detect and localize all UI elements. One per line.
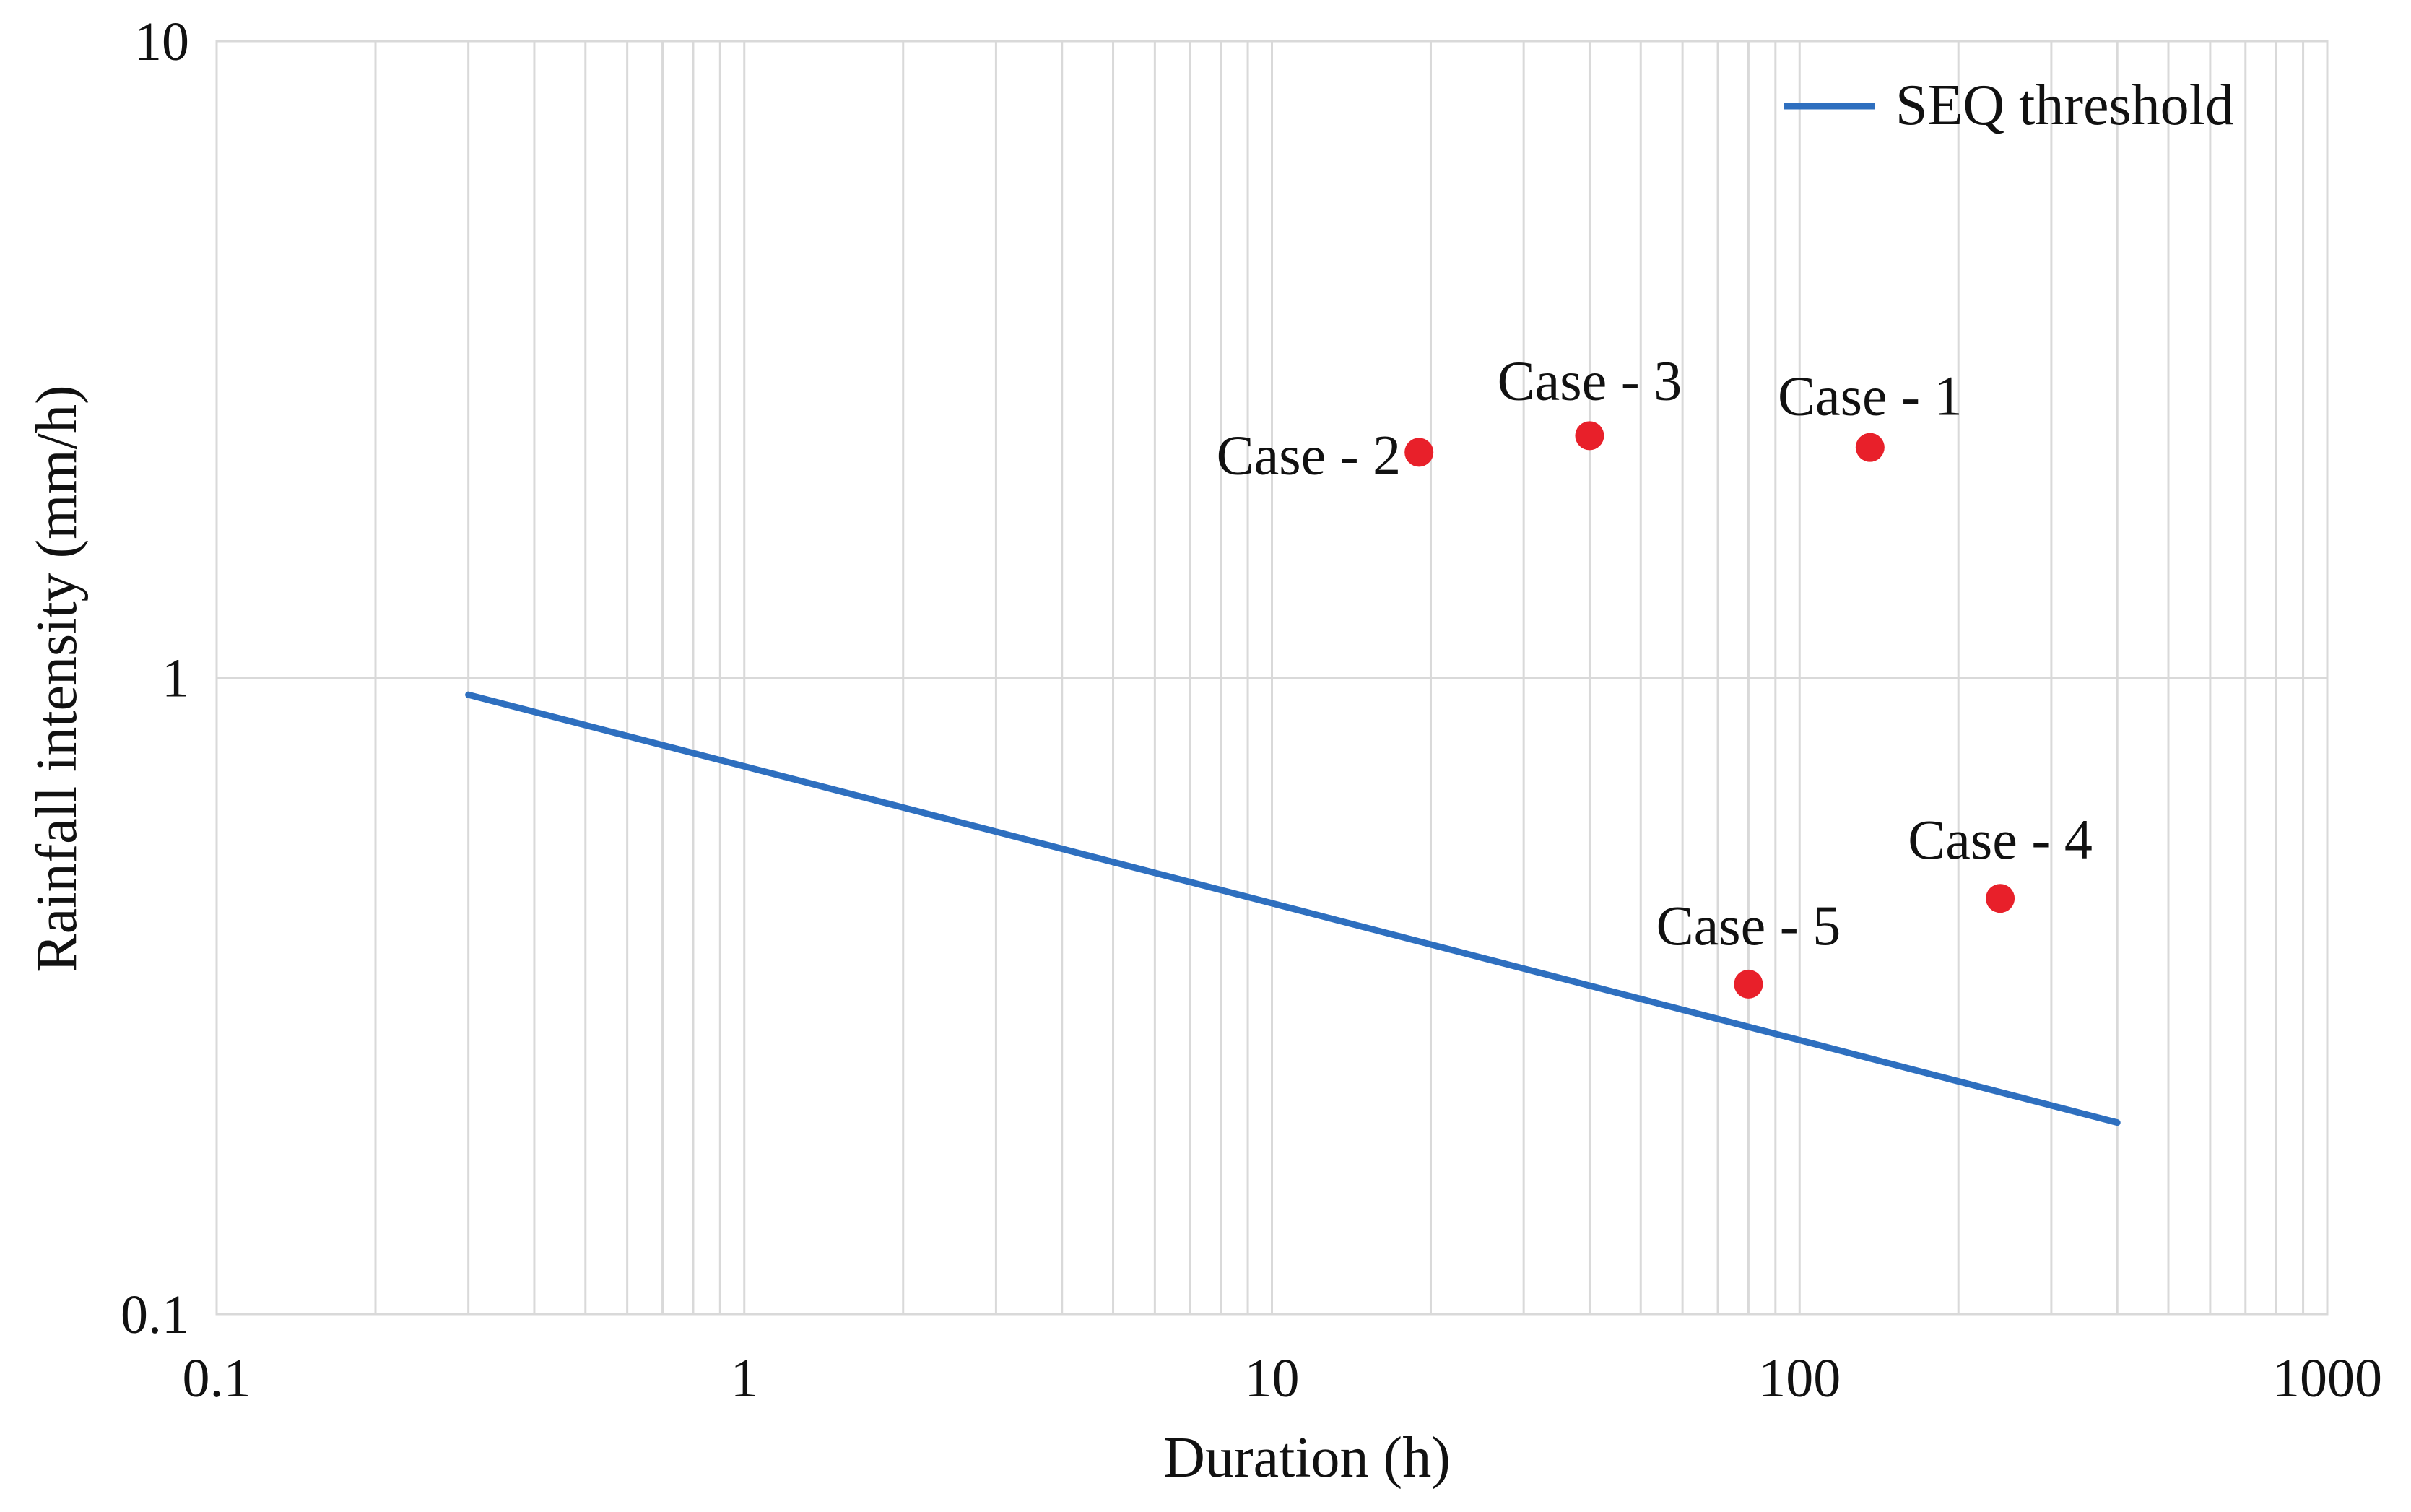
- label-case-5: Case - 5: [1656, 894, 1841, 957]
- legend: SEQ threshold: [1784, 74, 2234, 137]
- point-case-3: [1575, 421, 1604, 451]
- legend-label-seq-threshold: SEQ threshold: [1895, 74, 2234, 137]
- series: [465, 691, 2121, 1126]
- y-axis-title: Rainfall intensity (mm/h): [25, 385, 89, 972]
- y-tick-label: 1: [162, 648, 189, 709]
- x-tick-label: 1000: [2272, 1348, 2382, 1409]
- point-case-5: [1734, 969, 1763, 999]
- label-case-1: Case - 1: [1778, 365, 1963, 427]
- point-case-2: [1404, 438, 1434, 467]
- seq-threshold-line: [465, 691, 2121, 1126]
- x-tick-label: 0.1: [183, 1348, 251, 1409]
- x-tick-label: 10: [1245, 1348, 1300, 1409]
- label-case-3: Case - 3: [1498, 349, 1682, 412]
- grid: [217, 41, 2327, 1314]
- x-axis: 0.1 1 10 100 1000: [183, 1348, 2383, 1409]
- x-tick-label: 100: [1758, 1348, 1841, 1409]
- point-case-1: [1855, 433, 1885, 462]
- label-case-4: Case - 4: [1908, 808, 2093, 871]
- y-tick-label: 10: [134, 12, 189, 72]
- y-axis: 0.1 1 10: [121, 12, 189, 1345]
- x-tick-label: 1: [731, 1348, 758, 1409]
- points: Case - 1 Case - 2 Case - 3 Case - 4 Case - 5: [1217, 349, 2093, 999]
- x-axis-title: Duration (h): [1163, 1426, 1451, 1490]
- point-case-4: [1986, 884, 2015, 913]
- plot-area: [215, 40, 2329, 1316]
- label-case-2: Case - 2: [1217, 423, 1402, 486]
- y-tick-label: 0.1: [121, 1285, 189, 1345]
